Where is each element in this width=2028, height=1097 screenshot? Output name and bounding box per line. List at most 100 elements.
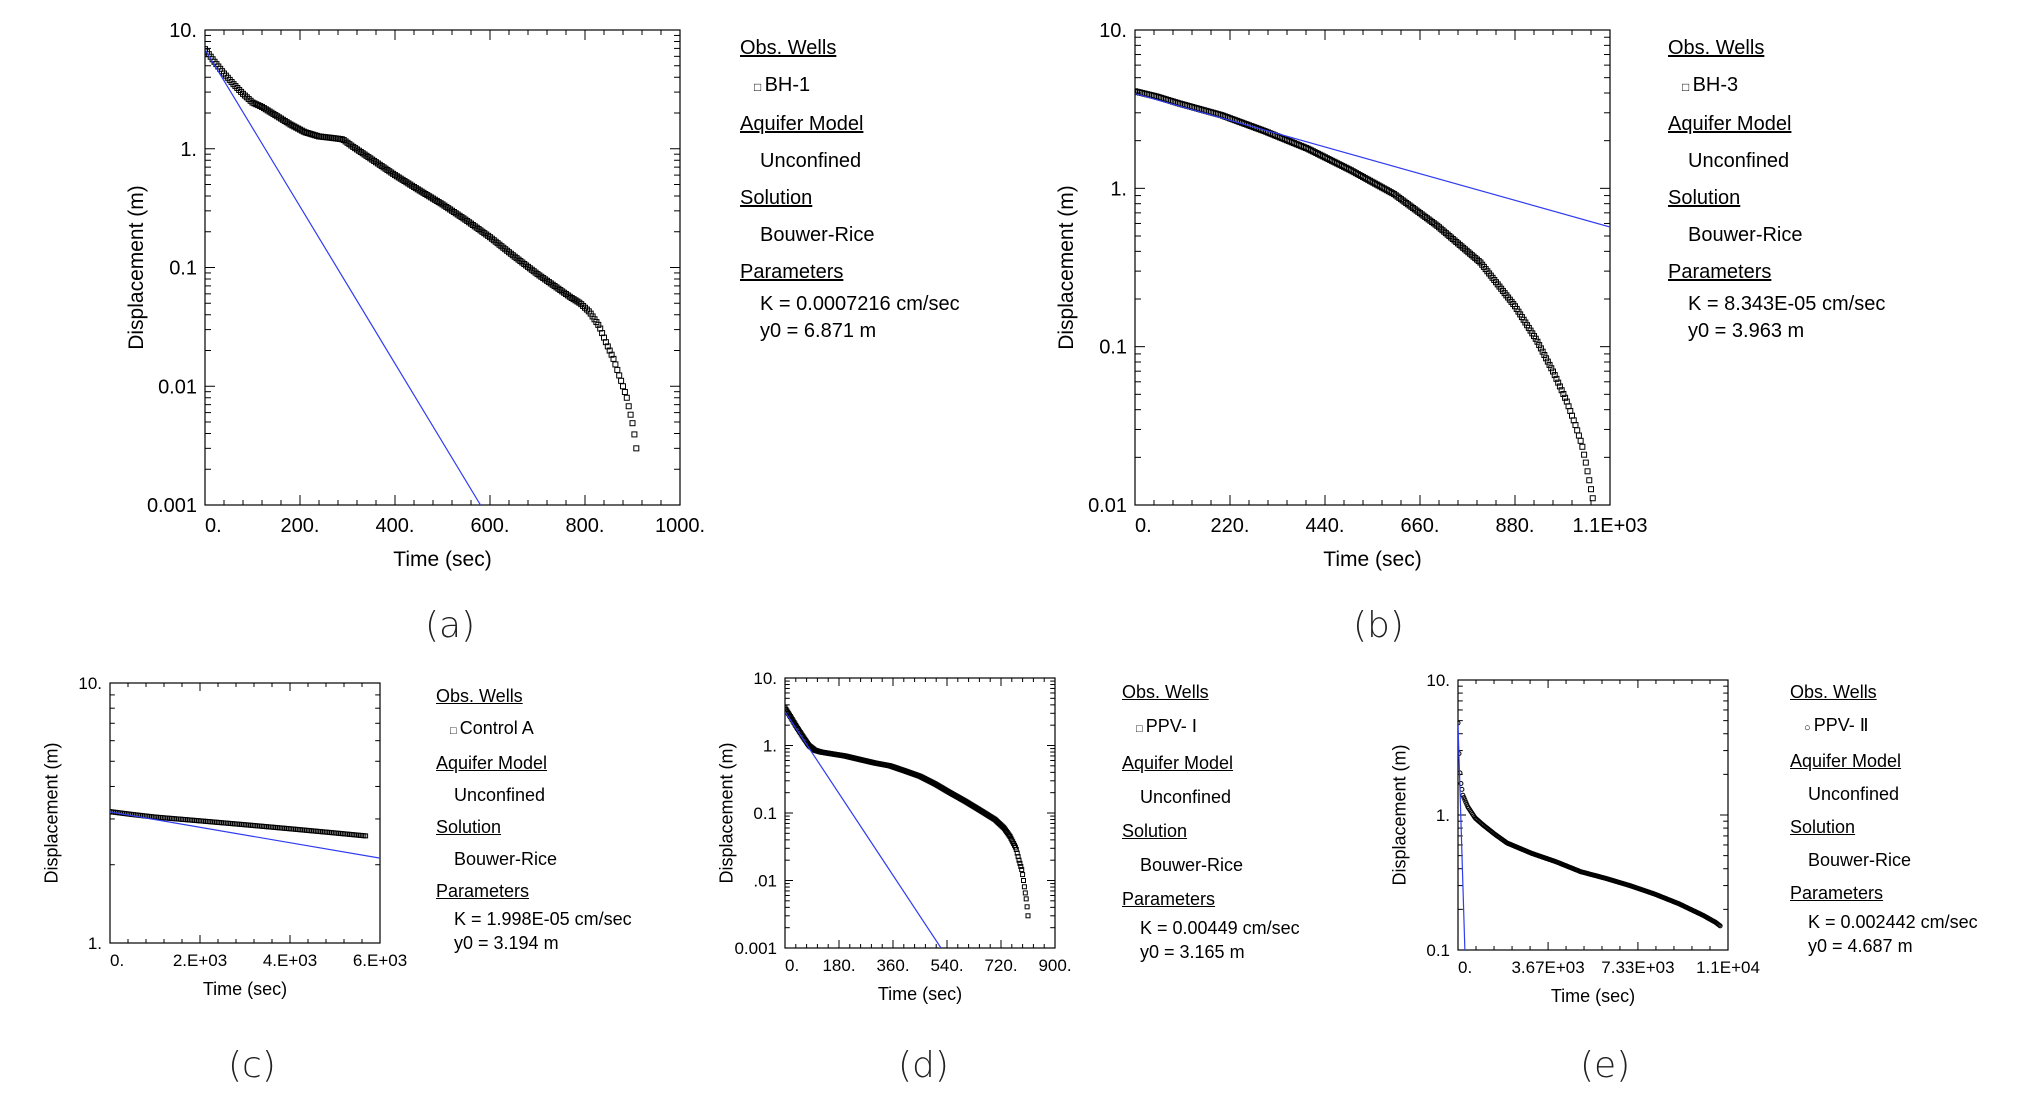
legend-e-obs-well: ○ PPV- Ⅱ xyxy=(1804,715,1869,735)
y-tick-label: 0.1 xyxy=(753,804,777,823)
observed-point xyxy=(1553,375,1560,382)
observed-point xyxy=(1584,468,1591,475)
legend-d-parameters-header: Parameters xyxy=(1122,889,1216,909)
legend-a: Obs. Wells □ BH-1 Aquifer Model Unconfin… xyxy=(740,30,960,345)
y-tick-label: 1. xyxy=(1110,178,1127,200)
observed-point xyxy=(1558,387,1565,394)
caption-c: (c) xyxy=(228,1045,276,1086)
y-tick-label: 1. xyxy=(88,934,102,953)
x-axis-label: Time (sec) xyxy=(393,548,491,571)
legend-e-solution-header: Solution xyxy=(1790,817,1856,837)
observed-point xyxy=(1582,459,1589,466)
observed-point xyxy=(255,102,262,109)
legend-d-param-k: K = 0.00449 cm/sec xyxy=(1140,918,1300,938)
legend-b: Obs. Wells □ BH-3 Aquifer Model Unconfin… xyxy=(1668,30,1885,345)
x-tick-label: 0. xyxy=(1135,515,1152,537)
observed-point xyxy=(1586,477,1593,484)
legend-e-param-k: K = 0.002442 cm/sec xyxy=(1808,912,1978,932)
plot-frame xyxy=(1457,679,1729,951)
legend-b-obs-well: □ BH-3 xyxy=(1682,74,1739,96)
observed-point xyxy=(304,129,311,136)
legend-a-param-k: K = 0.0007216 cm/sec xyxy=(760,293,960,315)
legend-a-solution-value: Bouwer-Rice xyxy=(760,224,875,246)
observed-point xyxy=(1022,890,1028,896)
observed-point xyxy=(1019,867,1025,873)
y-tick-label: 10. xyxy=(78,674,102,693)
observed-point xyxy=(1021,884,1027,890)
observed-point xyxy=(1541,351,1548,358)
y-tick-label: 0.1 xyxy=(169,258,197,280)
legend-e-obs-wells-header: Obs. Wells xyxy=(1790,682,1877,702)
x-tick-label: 0. xyxy=(1458,958,1472,977)
square-marker-icon: □ xyxy=(1136,723,1146,735)
y-tick-label: 1. xyxy=(1436,806,1450,825)
x-tick-label: 1000. xyxy=(655,515,705,537)
observed-point xyxy=(241,92,248,99)
observed-point xyxy=(1577,437,1584,444)
legend-c-obs-well: □ Control A xyxy=(450,718,534,738)
observed-point xyxy=(610,355,617,362)
legend-c-solution-value: Bouwer-Rice xyxy=(454,849,558,869)
observed-point xyxy=(578,301,585,308)
x-tick-label: 6.E+03 xyxy=(353,951,407,970)
observed-point xyxy=(1462,797,1468,803)
x-tick-label: 900. xyxy=(1038,956,1071,975)
legend-b-param-k: K = 8.343E-05 cm/sec xyxy=(1688,293,1886,315)
y-axis-label: Displacement (m) xyxy=(716,742,736,883)
x-axis-label: Time (sec) xyxy=(1551,986,1635,1006)
x-tick-label: 180. xyxy=(822,956,855,975)
caption-e: (e) xyxy=(1580,1045,1631,1086)
legend-e-aquifer-value: Unconfined xyxy=(1808,784,1900,804)
plot-frame xyxy=(1134,29,1611,506)
fit-line xyxy=(1135,93,1610,228)
observed-point xyxy=(490,237,497,244)
square-marker-icon: □ xyxy=(754,80,765,94)
x-axis-label: Time (sec) xyxy=(203,979,287,999)
observed-point xyxy=(1460,792,1466,798)
y-tick-label: 0.1 xyxy=(1099,337,1127,359)
y-tick-label: 10. xyxy=(753,669,777,688)
observed-point xyxy=(251,100,258,107)
observed-point xyxy=(1551,372,1558,379)
observed-point xyxy=(504,247,511,254)
observed-point xyxy=(236,86,243,93)
observed-point xyxy=(1588,486,1594,493)
caption-b: (b) xyxy=(1353,605,1404,646)
legend-a-aquifer-header: Aquifer Model xyxy=(740,113,864,135)
observed-point xyxy=(1716,922,1722,928)
observed-point xyxy=(580,302,587,309)
legend-d-obs-wells-header: Obs. Wells xyxy=(1122,682,1209,702)
legend-b-aquifer-value: Unconfined xyxy=(1688,150,1790,172)
observed-point xyxy=(494,240,501,247)
observed-point xyxy=(232,83,239,90)
x-tick-label: 880. xyxy=(1496,515,1535,537)
x-tick-label: 360. xyxy=(876,956,909,975)
observed-point xyxy=(308,131,315,138)
observed-point xyxy=(608,351,615,358)
fit-line xyxy=(110,811,380,859)
observed-point xyxy=(604,343,611,350)
observed-point xyxy=(629,420,636,427)
observed-point xyxy=(1536,342,1543,349)
observed-point xyxy=(1023,896,1029,902)
observed-point xyxy=(1560,391,1567,398)
observed-point xyxy=(1562,394,1569,401)
legend-c-aquifer-value: Unconfined xyxy=(454,785,546,805)
observed-point xyxy=(310,131,317,138)
legend-e: Obs. Wells ○ PPV- Ⅱ Aquifer Model Unconf… xyxy=(1790,676,1978,958)
x-tick-label: 440. xyxy=(1306,515,1345,537)
x-tick-label: 3.67E+03 xyxy=(1511,958,1584,977)
observed-point xyxy=(1556,383,1563,390)
observed-point xyxy=(1461,795,1467,801)
observed-point xyxy=(627,411,634,418)
legend-a-aquifer-value: Unconfined xyxy=(760,150,862,172)
caption-d: (d) xyxy=(898,1045,949,1086)
legend-c-obs-wells-header: Obs. Wells xyxy=(436,686,523,706)
observed-point xyxy=(306,130,313,137)
square-marker-icon: □ xyxy=(1682,80,1693,94)
